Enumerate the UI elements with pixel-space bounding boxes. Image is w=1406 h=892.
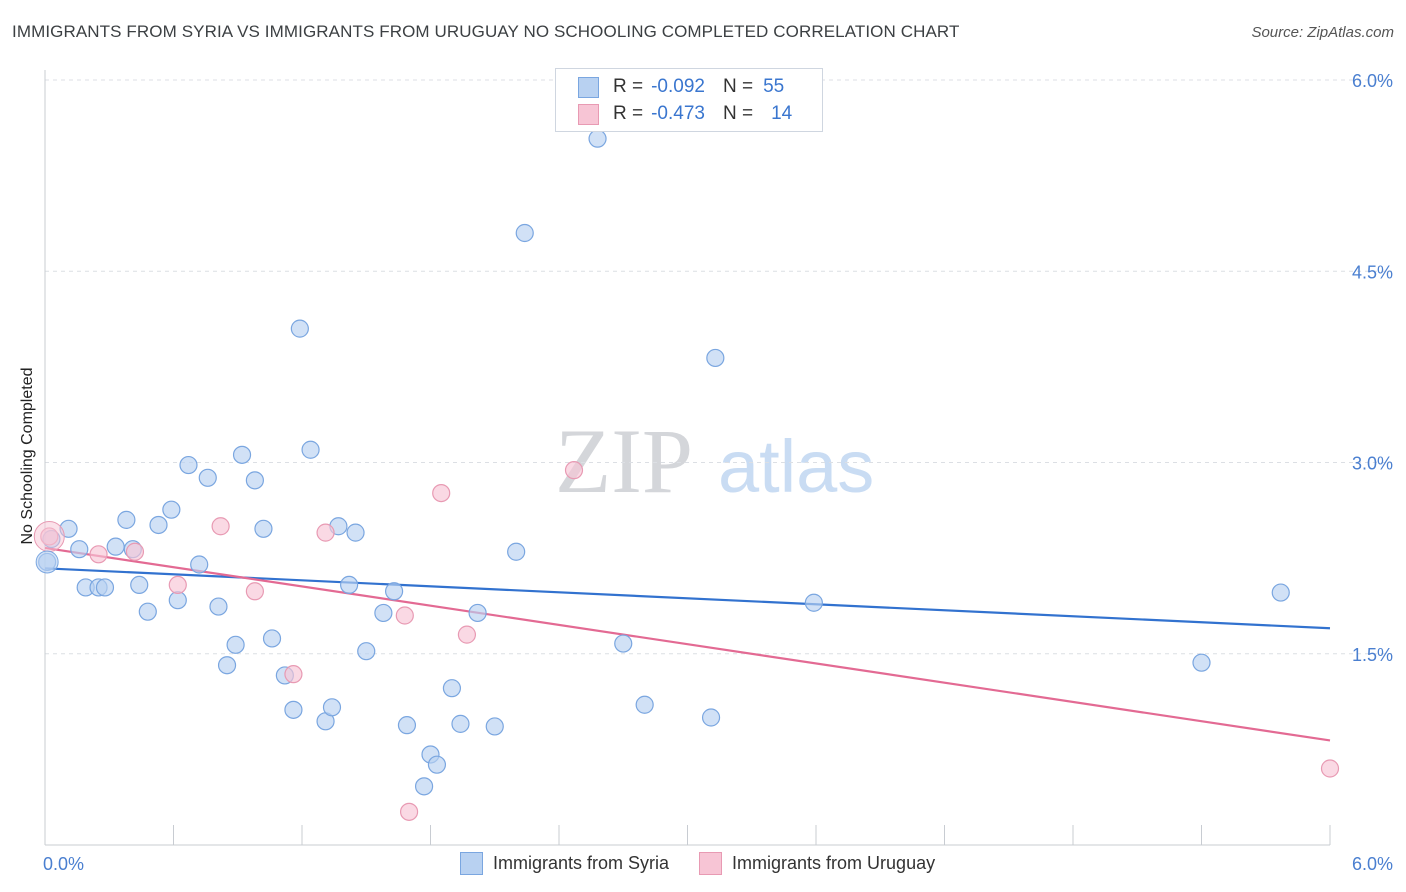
syria-point bbox=[106, 537, 125, 556]
syria-point bbox=[384, 582, 404, 601]
uruguay-point bbox=[1320, 759, 1340, 778]
y-tick-label: 3.0% bbox=[1352, 454, 1393, 474]
watermark-zip: ZIP bbox=[555, 410, 693, 512]
syria-point bbox=[468, 603, 487, 623]
syria-point bbox=[162, 500, 181, 519]
uruguay-point bbox=[564, 461, 584, 480]
syria-point bbox=[290, 319, 309, 338]
y-tick-label: 1.5% bbox=[1352, 645, 1393, 665]
syria-large-point bbox=[35, 550, 59, 574]
syria-point bbox=[138, 602, 157, 621]
syria-point bbox=[1271, 583, 1290, 602]
n-label: N = bbox=[722, 103, 754, 124]
syria-swatch bbox=[578, 76, 599, 98]
syria-point bbox=[397, 716, 417, 735]
syria-point bbox=[301, 440, 320, 459]
n-value: 55 bbox=[763, 76, 785, 97]
syria-trend-line bbox=[44, 567, 1331, 630]
legend-row-syria: R = -0.092 N = 55 bbox=[556, 74, 784, 100]
uruguay-point bbox=[125, 542, 145, 561]
syria-point bbox=[1192, 653, 1211, 672]
uruguay-point bbox=[89, 545, 108, 564]
trend-lines bbox=[44, 546, 1331, 742]
syria-legend-swatch bbox=[460, 852, 483, 875]
legend-item-syria: Immigrants from Syria bbox=[460, 852, 669, 875]
syria-point bbox=[442, 679, 462, 698]
syria-point bbox=[262, 629, 282, 648]
syria-point bbox=[70, 540, 89, 559]
gridlines bbox=[45, 79, 1392, 655]
uruguay-point bbox=[316, 523, 335, 542]
syria-point bbox=[95, 578, 115, 597]
syria-point bbox=[451, 714, 470, 733]
syria-point bbox=[804, 593, 823, 612]
x-tick-label: 6.0% bbox=[1352, 854, 1393, 874]
syria-point bbox=[198, 468, 217, 487]
syria-point bbox=[190, 555, 209, 574]
y-tick-label: 4.5% bbox=[1352, 262, 1393, 282]
series-legend: Immigrants from Syria Immigrants from Ur… bbox=[460, 852, 965, 875]
watermark: ZIP atlas bbox=[555, 410, 874, 512]
syria-point bbox=[149, 515, 168, 535]
uruguay-swatch bbox=[578, 103, 599, 125]
syria-point bbox=[357, 642, 376, 661]
syria-point bbox=[346, 523, 365, 542]
syria-point bbox=[168, 591, 187, 610]
n-label: N = bbox=[722, 76, 754, 97]
chart-title: IMMIGRANTS FROM SYRIA VS IMMIGRANTS FROM… bbox=[12, 22, 960, 41]
syria-point bbox=[706, 348, 725, 368]
legend-row-uruguay: R = -0.473 N = 14 bbox=[556, 101, 792, 127]
r-label: R = bbox=[613, 76, 644, 97]
uruguay-point bbox=[211, 517, 230, 536]
watermark-atlas: atlas bbox=[718, 425, 874, 508]
syria-point bbox=[635, 695, 654, 714]
syria-point bbox=[232, 445, 252, 464]
syria-point bbox=[614, 634, 633, 653]
syria-point bbox=[322, 698, 342, 717]
uruguay-point bbox=[399, 802, 419, 821]
syria-point bbox=[485, 717, 504, 736]
uruguay-legend-swatch bbox=[699, 852, 723, 875]
r-value: -0.473 bbox=[651, 103, 705, 124]
syria-point bbox=[374, 603, 393, 623]
legend-item-uruguay: Immigrants from Uruguay bbox=[699, 852, 935, 875]
y-tick-label: 6.0% bbox=[1352, 71, 1393, 91]
uruguay-point bbox=[168, 575, 187, 595]
syria-point bbox=[588, 129, 607, 148]
syria-point bbox=[245, 471, 264, 490]
syria-legend-label: Immigrants from Syria bbox=[493, 853, 670, 873]
source-label: Source: ZipAtlas.com bbox=[1251, 24, 1394, 41]
uruguay-trend-line bbox=[44, 546, 1331, 742]
syria-point bbox=[701, 708, 721, 727]
uruguay-point bbox=[245, 582, 264, 601]
r-value: -0.092 bbox=[651, 76, 705, 97]
n-value: 14 bbox=[771, 103, 793, 124]
syria-point bbox=[284, 700, 303, 719]
axes bbox=[44, 70, 1331, 846]
syria-point bbox=[117, 510, 136, 529]
syria-point bbox=[130, 575, 149, 595]
syria-point bbox=[427, 755, 447, 774]
r-label: R = bbox=[613, 103, 644, 124]
syria-point bbox=[209, 597, 228, 616]
uruguay-point bbox=[395, 606, 414, 625]
data-points bbox=[33, 129, 1340, 821]
uruguay-point bbox=[457, 625, 477, 644]
uruguay-point bbox=[432, 484, 451, 503]
syria-point bbox=[340, 575, 359, 595]
syria-point bbox=[414, 777, 434, 796]
syria-point bbox=[507, 542, 526, 561]
syria-point bbox=[515, 223, 534, 243]
x-tick-label: 0.0% bbox=[43, 854, 84, 874]
uruguay-point bbox=[284, 665, 303, 684]
uruguay-legend-label: Immigrants from Uruguay bbox=[732, 853, 936, 873]
syria-point bbox=[226, 635, 245, 654]
tick-labels: 1.5% 3.0% 4.5% 6.0% 0.0% 6.0% bbox=[43, 71, 1393, 874]
correlation-legend: R = -0.092 N = 55 R = -0.473 N = 14 bbox=[555, 68, 823, 132]
syria-point bbox=[254, 519, 273, 538]
syria-point bbox=[217, 656, 237, 675]
syria-point bbox=[179, 455, 198, 475]
uruguay-large-point bbox=[33, 520, 65, 552]
